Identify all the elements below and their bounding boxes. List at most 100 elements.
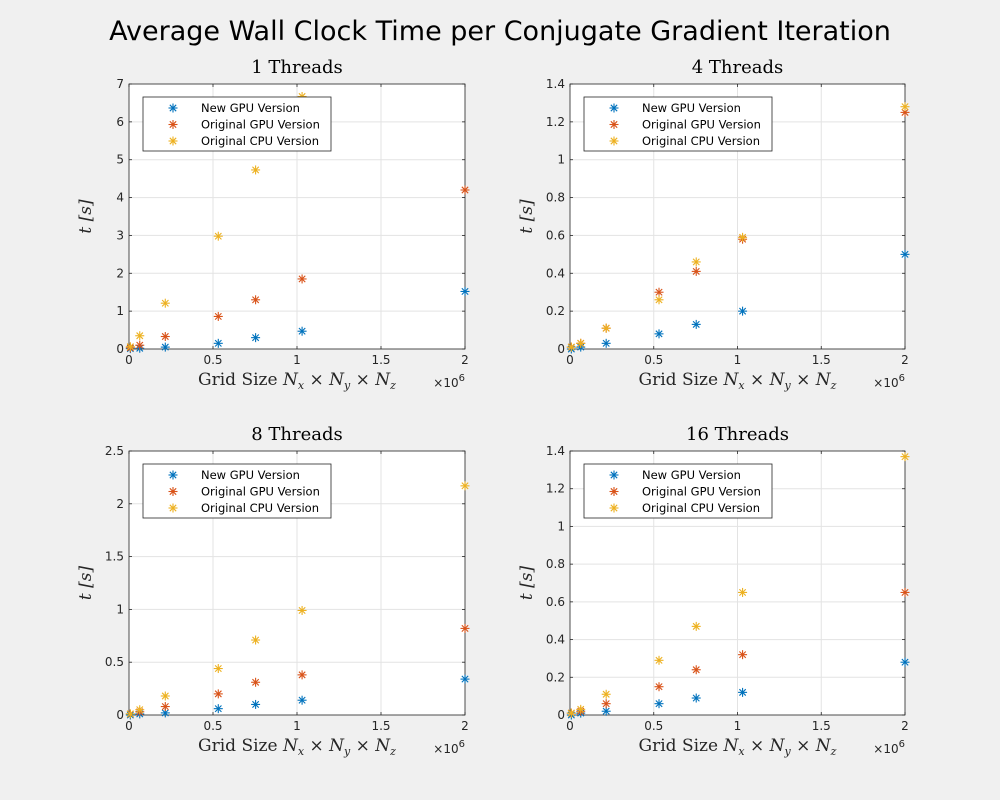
- figure-title: Average Wall Clock Time per Conjugate Gr…: [109, 16, 891, 47]
- x-tick-label: 2: [901, 719, 909, 733]
- x-tick-label: 1: [293, 719, 301, 733]
- data-point: [601, 706, 611, 716]
- y-tick-label: 0: [116, 708, 124, 722]
- legend-label: Original CPU Version: [201, 501, 319, 515]
- x-axis-label: Grid Size Nx × Ny × Nz: [198, 370, 396, 392]
- data-point: [601, 338, 611, 348]
- legend-label: New GPU Version: [201, 468, 300, 482]
- legend-marker: [609, 470, 619, 480]
- x-tick-label: 0.5: [644, 353, 663, 367]
- legend-label: Original CPU Version: [201, 134, 319, 148]
- panel-3: 0 0.5 1 1.5 2 0 0.5 1 1.5 2 2.5 8 Threads Grid Size …: [76, 424, 470, 758]
- data-point: [460, 674, 470, 684]
- y-tick-label: 0.2: [546, 304, 565, 318]
- x-tick-label: 1.5: [371, 719, 390, 733]
- x-tick-label: 1.5: [812, 719, 831, 733]
- x-tick-label: 0.5: [644, 719, 663, 733]
- data-point: [160, 298, 170, 308]
- x-axis-label: Grid Size Nx × Ny × Nz: [639, 736, 837, 758]
- y-tick-label: 1.4: [546, 444, 565, 458]
- x-tick-label: 0: [125, 353, 133, 367]
- data-point: [601, 699, 611, 709]
- data-point: [213, 689, 223, 699]
- data-point: [251, 699, 261, 709]
- x-axis-label: Grid Size Nx × Ny × Nz: [198, 736, 396, 758]
- y-tick-label: 2: [116, 266, 124, 280]
- legend-label: Original GPU Version: [201, 118, 320, 132]
- legend: New GPU Version Original GPU Version Origi…: [583, 96, 773, 152]
- x-tick-label: 2: [461, 353, 469, 367]
- panel-title: 8 Threads: [251, 424, 343, 445]
- y-tick-label: 3: [116, 228, 124, 242]
- y-axis-label: t [s]: [517, 566, 537, 601]
- y-tick-label: 0.2: [546, 670, 565, 684]
- y-axis-label: t [s]: [517, 199, 537, 234]
- panel-1: 0 0.5 1 1.5 2 0 1 2 3 4 5 6 7 1 Threads Grid Size Nx ×…: [76, 57, 470, 392]
- data-point: [251, 295, 261, 305]
- legend-label: Original GPU Version: [201, 485, 320, 499]
- x-tick-label: 0.5: [203, 719, 222, 733]
- data-point: [900, 249, 910, 259]
- data-point: [213, 664, 223, 674]
- legend-marker: [168, 503, 178, 513]
- y-tick-label: 7: [116, 77, 124, 91]
- data-point: [900, 587, 910, 597]
- y-tick-label: 0.4: [546, 266, 565, 280]
- data-point: [213, 231, 223, 241]
- series-original-cpu-version: [566, 452, 910, 718]
- legend-label: Original GPU Version: [642, 485, 761, 499]
- y-tick-label: 0.8: [546, 191, 565, 205]
- series-original-cpu-version: [125, 91, 307, 352]
- x-tick-label: 1: [734, 353, 742, 367]
- data-point: [738, 306, 748, 316]
- data-point: [135, 340, 145, 350]
- y-tick-label: 1.2: [546, 482, 565, 496]
- data-point: [251, 165, 261, 175]
- data-point: [691, 665, 701, 675]
- x-exponent-label: ×106: [433, 739, 465, 756]
- data-point: [297, 670, 307, 680]
- y-axis-label: t [s]: [76, 566, 96, 601]
- data-point: [654, 655, 664, 665]
- legend-label: New GPU Version: [201, 101, 300, 115]
- series-original-cpu-version: [566, 102, 910, 352]
- data-point: [160, 691, 170, 701]
- data-point: [135, 331, 145, 341]
- data-point: [297, 274, 307, 284]
- y-tick-label: 0.6: [546, 595, 565, 609]
- data-point: [654, 287, 664, 297]
- y-tick-label: 2: [116, 497, 124, 511]
- legend-label: New GPU Version: [642, 101, 741, 115]
- y-tick-label: 4: [116, 191, 124, 205]
- legend-label: Original GPU Version: [642, 118, 761, 132]
- legend-marker: [609, 120, 619, 129]
- data-point: [900, 657, 910, 667]
- x-tick-label: 0: [566, 353, 574, 367]
- data-point: [654, 295, 664, 305]
- data-point: [460, 623, 470, 633]
- data-point: [900, 452, 910, 462]
- legend-marker: [168, 470, 178, 480]
- data-point: [738, 650, 748, 660]
- data-point: [135, 705, 145, 715]
- x-tick-label: 0: [566, 719, 574, 733]
- data-point: [460, 286, 470, 296]
- y-tick-label: 1: [557, 153, 565, 167]
- data-point: [738, 687, 748, 697]
- x-tick-label: 2: [901, 353, 909, 367]
- x-axis-label: Grid Size Nx × Ny × Nz: [639, 370, 837, 392]
- data-point: [691, 266, 701, 276]
- data-point: [566, 708, 576, 718]
- legend-marker: [168, 120, 178, 129]
- x-tick-label: 0: [125, 719, 133, 733]
- y-tick-label: 1.4: [546, 77, 565, 91]
- legend: New GPU Version Original GPU Version Origi…: [142, 96, 332, 152]
- y-tick-label: 0: [557, 342, 565, 356]
- x-tick-label: 2: [461, 719, 469, 733]
- data-point: [576, 338, 586, 348]
- x-exponent-label: ×106: [873, 739, 905, 756]
- data-point: [654, 682, 664, 692]
- legend-label: Original CPU Version: [642, 501, 760, 515]
- y-tick-label: 1: [116, 304, 124, 318]
- legend-marker: [168, 136, 178, 146]
